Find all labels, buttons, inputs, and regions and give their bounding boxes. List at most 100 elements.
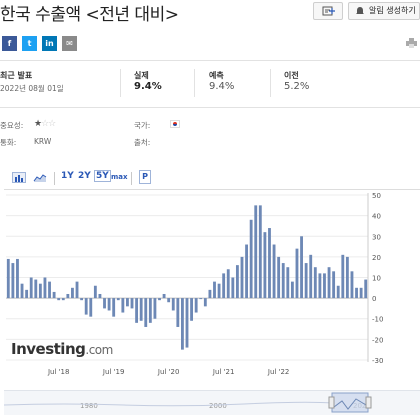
- bar[interactable]: [277, 256, 281, 299]
- bar[interactable]: [6, 258, 10, 299]
- bar[interactable]: [43, 277, 47, 299]
- bar[interactable]: [75, 281, 79, 299]
- range-1y-button[interactable]: 1Y: [61, 171, 74, 181]
- bar[interactable]: [286, 267, 290, 299]
- print-icon[interactable]: [406, 38, 417, 48]
- bar[interactable]: [38, 283, 42, 299]
- bar[interactable]: [341, 254, 345, 299]
- bar[interactable]: [16, 258, 19, 299]
- bar[interactable]: [66, 293, 70, 299]
- bar[interactable]: [153, 298, 157, 319]
- bar[interactable]: [313, 267, 317, 299]
- navigator-right-handle[interactable]: [365, 396, 372, 409]
- range-5y-button[interactable]: 5Y: [94, 170, 111, 182]
- bar[interactable]: [130, 298, 134, 309]
- bar[interactable]: [144, 298, 148, 327]
- bar[interactable]: [194, 298, 198, 313]
- bar[interactable]: [359, 287, 363, 299]
- bar[interactable]: [245, 244, 248, 299]
- bar[interactable]: [139, 298, 143, 321]
- add-to-portfolio-button[interactable]: [313, 2, 343, 20]
- chart-area[interactable]: 50 40 30 20 10 0 -10 -20 -30 Jul '18 Jul '19 Jul '2…: [4, 189, 420, 387]
- bar[interactable]: [213, 281, 216, 299]
- bar[interactable]: [235, 265, 239, 299]
- bar[interactable]: [34, 279, 38, 299]
- p-button[interactable]: P: [139, 170, 151, 184]
- bar[interactable]: [199, 298, 203, 300]
- bar[interactable]: [355, 287, 358, 299]
- bar[interactable]: [171, 298, 175, 311]
- bar[interactable]: [98, 293, 102, 299]
- bar[interactable]: [162, 293, 166, 299]
- bar[interactable]: [254, 205, 258, 299]
- bar[interactable]: [25, 289, 29, 299]
- bar[interactable]: [304, 263, 308, 299]
- bar[interactable]: [29, 277, 33, 299]
- bar[interactable]: [217, 283, 221, 299]
- bar[interactable]: [300, 236, 303, 299]
- bar[interactable]: [336, 285, 340, 299]
- range-2y-button[interactable]: 2Y: [78, 171, 91, 181]
- bar[interactable]: [295, 248, 299, 299]
- bar[interactable]: [80, 298, 84, 301]
- bar[interactable]: [327, 267, 331, 299]
- bar[interactable]: [332, 271, 336, 299]
- bar[interactable]: [203, 298, 207, 307]
- bar[interactable]: [84, 298, 88, 315]
- navigator-timeline: 1980 2000 2020: [3, 392, 372, 413]
- bar[interactable]: [148, 298, 152, 323]
- bar[interactable]: [323, 273, 326, 299]
- bar[interactable]: [309, 254, 313, 299]
- bar[interactable]: [11, 263, 15, 299]
- bar[interactable]: [263, 232, 267, 299]
- bar[interactable]: [121, 298, 125, 313]
- bar[interactable]: [281, 263, 285, 299]
- bar[interactable]: [176, 298, 180, 327]
- bar[interactable]: [57, 298, 61, 301]
- bar[interactable]: [185, 298, 189, 348]
- bar[interactable]: [318, 273, 322, 299]
- y-tick-label: -10: [372, 316, 383, 324]
- bar[interactable]: [258, 205, 262, 299]
- create-alert-button[interactable]: 알림 생성하기: [348, 2, 420, 20]
- bar-chart-icon[interactable]: [12, 172, 26, 183]
- twitter-share-button[interactable]: t: [22, 36, 37, 51]
- bar[interactable]: [93, 285, 97, 299]
- bar[interactable]: [208, 289, 212, 299]
- linkedin-share-button[interactable]: in: [42, 36, 57, 51]
- bar[interactable]: [89, 298, 93, 317]
- bar[interactable]: [103, 298, 106, 309]
- bar[interactable]: [112, 298, 116, 317]
- bar[interactable]: [71, 287, 74, 299]
- bar[interactable]: [350, 271, 354, 299]
- bar[interactable]: [135, 298, 139, 323]
- chart-navigator[interactable]: 1980 2000 2020: [3, 390, 420, 415]
- bar[interactable]: [290, 281, 294, 299]
- range-max-button[interactable]: max: [111, 173, 128, 181]
- bar[interactable]: [231, 277, 235, 299]
- bar[interactable]: [126, 298, 129, 307]
- bar[interactable]: [158, 298, 161, 301]
- bar[interactable]: [364, 279, 368, 299]
- bar[interactable]: [345, 256, 349, 299]
- bar[interactable]: [20, 283, 24, 299]
- bar[interactable]: [249, 219, 253, 299]
- bar[interactable]: [107, 298, 111, 311]
- bar[interactable]: [48, 281, 51, 299]
- bar[interactable]: [272, 244, 276, 299]
- bar[interactable]: [180, 298, 184, 350]
- previous-label: 이전: [284, 71, 299, 80]
- bar[interactable]: [190, 298, 194, 321]
- bar[interactable]: [226, 269, 230, 299]
- bar[interactable]: [116, 298, 120, 301]
- area-chart-icon[interactable]: [33, 172, 47, 183]
- facebook-share-button[interactable]: f: [2, 36, 17, 51]
- email-share-button[interactable]: ✉: [62, 36, 77, 51]
- bar[interactable]: [222, 273, 226, 299]
- bar[interactable]: [240, 256, 244, 299]
- bar[interactable]: [52, 291, 56, 299]
- bar[interactable]: [268, 228, 271, 299]
- bar[interactable]: [167, 298, 171, 303]
- navigator-left-handle[interactable]: [328, 396, 335, 409]
- bar[interactable]: [61, 298, 65, 301]
